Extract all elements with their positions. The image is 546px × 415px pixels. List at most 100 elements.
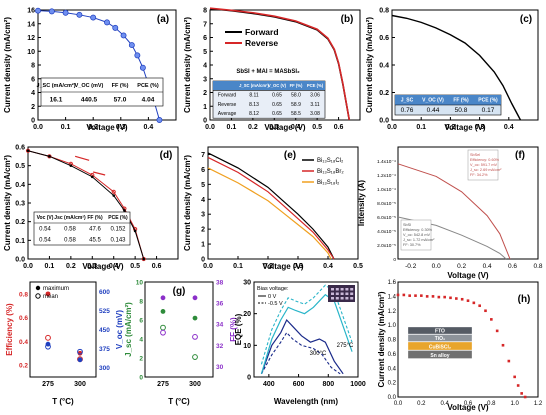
panel-d-arrow-reverse bbox=[92, 171, 106, 176]
panel-a-xtick-label: 0.0 bbox=[33, 124, 43, 131]
panel-d-ytick-label: 0.3 bbox=[15, 201, 25, 208]
panel-g-eqe-inset-pad bbox=[345, 297, 349, 300]
panel-b-xtick-label: 0.0 bbox=[205, 124, 215, 131]
panel-c-table-cell: 0.76 bbox=[401, 107, 414, 114]
panel-h-frame bbox=[397, 281, 539, 398]
panel-d-arrow-forward bbox=[74, 155, 90, 161]
panel-h-data-point bbox=[472, 301, 476, 305]
panel-b-ytick-label: 5 bbox=[203, 49, 207, 56]
panel-a-ytick-label: 6 bbox=[31, 76, 35, 83]
panel-d-black-point bbox=[133, 229, 137, 233]
panel-g-middle-ytick-label: 4 bbox=[139, 337, 143, 344]
panel-g-eqe-xtick-label: 400 bbox=[263, 381, 275, 388]
panel-d-xtick-label: 0.3 bbox=[87, 263, 97, 270]
panel-f-annotation-text: FF: 30.7% bbox=[403, 243, 421, 247]
panel-b-table-header-cell: FF (%) bbox=[290, 83, 303, 88]
panel-e-series-2 bbox=[207, 167, 332, 260]
panel-h-stack-label: FTO bbox=[435, 328, 445, 334]
panel-a-xtick-label: 0.1 bbox=[61, 124, 71, 131]
panel-d-xtick-label: 0.5 bbox=[130, 263, 140, 270]
panel-g-eqe-ytick-label: 30 bbox=[243, 280, 251, 287]
panel-e-xtick-label: 0.3 bbox=[293, 263, 303, 270]
panel-d-table-header-cell: Voc (V) bbox=[37, 215, 54, 221]
panel-g-eqe-inset-pad bbox=[340, 288, 344, 291]
panel-d-table-cell: 45.5 bbox=[89, 237, 101, 243]
panel-h-ytick-label: 0.2 bbox=[388, 381, 397, 387]
panel-c-xtick-label: 0.0 bbox=[387, 124, 397, 131]
panel-h-data-point bbox=[507, 359, 511, 363]
panel-b-xlabel: Voltage (V) bbox=[264, 123, 306, 132]
panel-g-eqe-series-300-bias bbox=[260, 331, 341, 375]
panel-h-stack-label: CuBiSCl₂ bbox=[429, 344, 451, 350]
panel-e-series-0 bbox=[207, 152, 335, 260]
panel-g-left-voc-mean-point bbox=[45, 343, 51, 350]
panel-e-xtick-label: 0.5 bbox=[353, 263, 363, 270]
panel-c-xtick-label: 0.4 bbox=[504, 124, 514, 131]
panel-g-middle-label: (g) bbox=[173, 286, 186, 297]
panel-h-xtick-label: 0.8 bbox=[487, 401, 496, 407]
panel-d-xtick-label: 0.2 bbox=[66, 263, 76, 270]
panel-b-xtick-label: 0.3 bbox=[269, 124, 279, 131]
panel-e-ytick-label: 0 bbox=[201, 257, 205, 264]
panel-f-annotation-text: FF: 34.2% bbox=[470, 173, 488, 177]
panel-c-table-header-cell: V_OC (V) bbox=[422, 98, 444, 104]
panel-g-left-y2tick-label: 600 bbox=[99, 289, 110, 296]
panel-d-black-point bbox=[112, 194, 116, 197]
panel-h-data-point bbox=[490, 318, 493, 321]
panel-a-ytick-label: 4 bbox=[31, 90, 35, 97]
panel-c-xtick-label: 0.3 bbox=[475, 124, 485, 131]
panel-d-table-cell: 0.58 bbox=[64, 237, 76, 243]
panel-d-table-cell: 0.143 bbox=[110, 237, 126, 243]
panel-h-ytick-label: 0.6 bbox=[388, 352, 397, 358]
panel-b-xtick-label: 0.4 bbox=[291, 124, 301, 131]
panel-g-middle-ff-max-point bbox=[192, 295, 198, 301]
panel-h-ytick-label: 0.0 bbox=[388, 395, 397, 401]
panel-c-table-header-cell: J_SC bbox=[401, 98, 414, 104]
panel-h-ylabel: Current density (mA/cm²) bbox=[377, 291, 386, 387]
panel-d-table-cell: 0.152 bbox=[110, 226, 126, 232]
panel-c-xtick-label: 0.2 bbox=[446, 124, 456, 131]
panel-g-eqe-inset-pad bbox=[345, 292, 349, 295]
panel-g-eqe-annotation: 275°C bbox=[337, 343, 354, 349]
panel-b-table-cell: Reverse bbox=[218, 102, 237, 108]
panel-g-eqe-annotation: 300°C bbox=[310, 351, 327, 357]
panel-g-eqe-xtick-label: 800 bbox=[322, 381, 334, 388]
panel-a-ytick-label: 16 bbox=[27, 8, 35, 15]
panel-g-left-y2label: V_oc (mV) bbox=[115, 310, 124, 349]
panel-f-series-0 bbox=[397, 163, 511, 260]
panel-a-label: (a) bbox=[157, 14, 169, 25]
panel-b-table-cell: 3.08 bbox=[310, 111, 320, 117]
panel-d-xlabel: Voltage (V) bbox=[82, 262, 124, 271]
panel-h-data-point bbox=[408, 294, 411, 297]
panel-d-table-cell: 0.58 bbox=[64, 226, 76, 232]
panel-g-middle-y2tick-label: 32 bbox=[216, 343, 224, 350]
panel-g-middle-ff-mean-point bbox=[160, 329, 166, 336]
panel-b-table-cell: 3.06 bbox=[310, 93, 320, 99]
panel-g-middle-ytick-label: 6 bbox=[139, 318, 143, 325]
panel-c-label: (c) bbox=[520, 14, 532, 25]
panel-g-eqe-ylabel: EQE (%) bbox=[234, 313, 243, 345]
panel-h-data-point bbox=[431, 295, 435, 298]
panel-f-ytick-label: 0 bbox=[393, 257, 396, 263]
panel-f-xlabel: Voltage (V) bbox=[447, 271, 489, 280]
panel-b-legend-label: Reverse bbox=[245, 38, 278, 48]
panel-a-xtick-label: 0.4 bbox=[144, 124, 154, 131]
panel-c-xlabel: Voltage (V) bbox=[444, 123, 486, 132]
panel-d-series-black bbox=[27, 150, 145, 260]
panel-g-middle-ff-mean-point bbox=[192, 333, 198, 340]
panel-g-middle-xtick-label: 300 bbox=[189, 381, 201, 388]
panel-g-left-voc-max-point bbox=[77, 357, 83, 363]
panel-h-data-point bbox=[523, 395, 527, 399]
panel-a-table-header-cell: PCE (%) bbox=[137, 83, 159, 89]
panel-g-middle-jsc-max-point bbox=[192, 315, 198, 321]
panel-g-left-xtick-label: 275 bbox=[42, 381, 54, 388]
panel-d-xtick-label: 0.4 bbox=[109, 263, 119, 270]
panel-d-label: (d) bbox=[160, 150, 173, 161]
panel-b-ytick-label: 0 bbox=[203, 118, 207, 125]
panel-e-ytick-label: 3 bbox=[201, 212, 205, 219]
panel-g-left-ylabel: Efficiency (%) bbox=[5, 303, 14, 356]
panel-g-left-ytick-label: 0.8 bbox=[19, 291, 28, 298]
panel-h-data-point bbox=[420, 294, 423, 297]
panel-a-data-point bbox=[62, 9, 69, 16]
panel-d-table-header-cell: FF (%) bbox=[87, 215, 103, 221]
